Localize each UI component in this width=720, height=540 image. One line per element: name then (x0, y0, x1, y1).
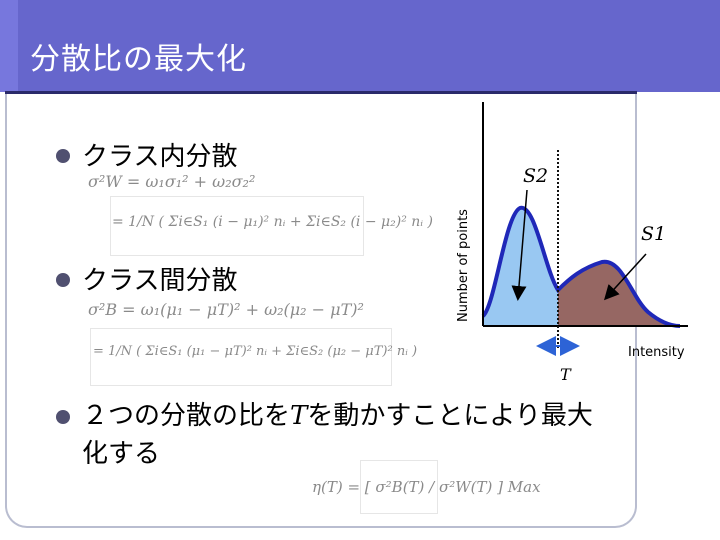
class-label-s2: S2 (523, 165, 548, 187)
y-axis-label: Number of points (456, 209, 471, 322)
title-divider (5, 91, 637, 94)
title-accent-strip (0, 0, 18, 92)
bullet-variance-ratio-variable: T (290, 401, 308, 431)
bullet-marker-3 (56, 410, 70, 424)
bullet-variance-ratio-line2: 化する (82, 439, 161, 469)
class-label-s1: S1 (641, 223, 666, 245)
bullet-variance-ratio: ２つの分散の比をTを動かすことにより最大 化する (82, 397, 672, 473)
bullet-between-class-variance: クラス間分散 (82, 266, 238, 296)
title-bar: 分散比の最大化 (0, 0, 720, 92)
bullet-within-class-variance: クラス内分散 (82, 142, 238, 172)
formula-between-variance-1: σ²B = ω₁(μ₁ − μT)² + ω₂(μ₂ − μT)² (88, 300, 364, 319)
threshold-label: T (560, 365, 572, 384)
formula-box-within (110, 196, 364, 256)
formula-box-between (90, 328, 392, 386)
formula-box-ratio (360, 460, 438, 514)
formula-between-variance-2: = 1/N ( Σi∈S₁ (μ₁ − μT)² nᵢ + Σi∈S₂ (μ₂ … (93, 344, 418, 359)
s1-pointer-arrow (603, 253, 647, 301)
x-axis-label: Intensity (628, 345, 685, 360)
formula-variance-ratio: η(T) = [ σ²B(T) / σ²W(T) ] Max (312, 478, 541, 496)
distribution-curve (481, 205, 681, 328)
slide-title: 分散比の最大化 (30, 42, 247, 77)
bullet-marker-1 (56, 149, 70, 163)
bullet-variance-ratio-line1b: を動かすことにより最大 (307, 401, 593, 431)
bullet-variance-ratio-line1: ２つの分散の比を (82, 401, 291, 431)
formula-within-variance-1: σ²W = ω₁σ₁² + ω₂σ₂² (88, 172, 256, 191)
bullet-marker-2 (56, 273, 70, 287)
s2-pointer-arrow (511, 189, 528, 301)
formula-within-variance-2: = 1/N ( Σi∈S₁ (i − μ₁)² nᵢ + Σi∈S₂ (i − … (112, 214, 434, 230)
